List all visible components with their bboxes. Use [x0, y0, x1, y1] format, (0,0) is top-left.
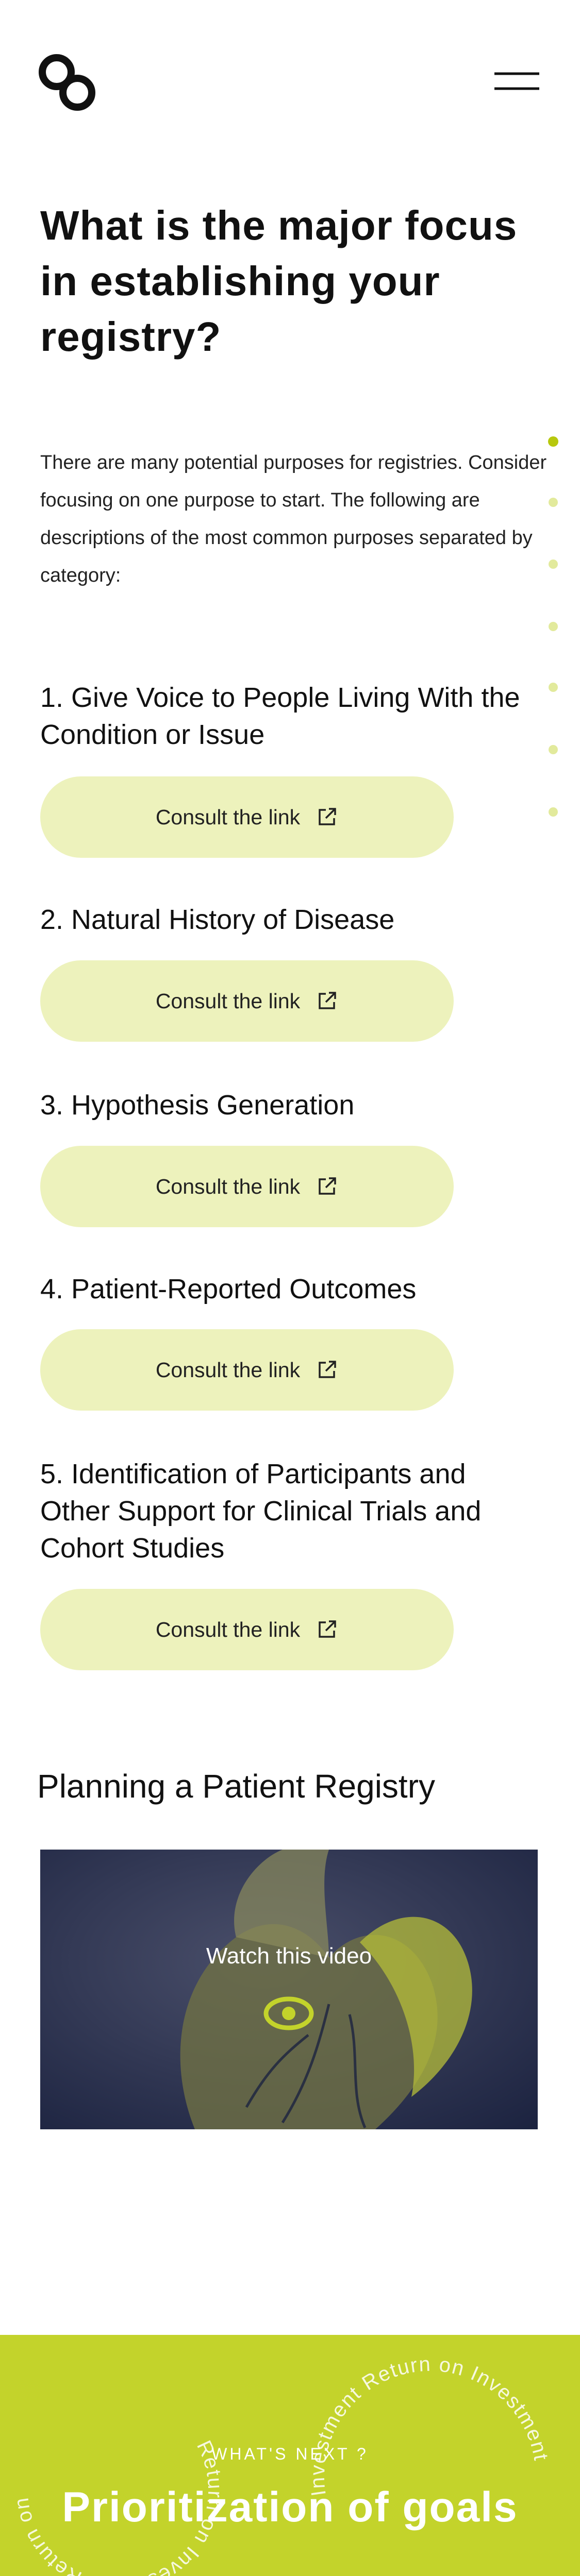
dot[interactable]: [549, 683, 558, 692]
video-heading: Planning a Patient Registry: [37, 1768, 435, 1805]
intro-text: There are many potential purposes for re…: [40, 452, 547, 586]
purpose-title: 3. Hypothesis Generation: [40, 1090, 355, 1121]
ring-right: Investment Return on Investment: [306, 2353, 553, 2498]
ring-right-text: Investment Return on Investment: [306, 2353, 552, 2498]
logo[interactable]: [36, 52, 98, 113]
button-label: Consult the link: [155, 805, 301, 829]
button-label: Consult the link: [155, 1617, 301, 1641]
external-link-icon: [319, 1361, 336, 1378]
dot[interactable]: [549, 622, 558, 631]
rings: Return on Investment Return on Investmen…: [10, 2353, 553, 2576]
menu-button[interactable]: [492, 67, 541, 95]
video-thumbnail[interactable]: [40, 1850, 538, 2129]
external-link-icon: [319, 1620, 336, 1638]
consult-link-button[interactable]: Consult the link: [40, 1329, 454, 1411]
next-title: Prioritization of goals: [62, 2484, 518, 2531]
dot[interactable]: [549, 745, 558, 754]
next-section[interactable]: Return on Investment Return on Investmen…: [0, 2335, 580, 2576]
purpose-title: 4. Patient-Reported Outcomes: [40, 1274, 417, 1304]
external-link-icon: [319, 992, 336, 1009]
button-label: Consult the link: [155, 1174, 301, 1198]
consult-link-button[interactable]: Consult the link: [40, 1589, 454, 1670]
external-link-icon: [319, 808, 336, 825]
consult-link-button[interactable]: Consult the link: [40, 776, 454, 858]
consult-link-button[interactable]: Consult the link: [40, 960, 454, 1042]
button-label: Consult the link: [155, 1358, 301, 1382]
dot[interactable]: [549, 807, 558, 817]
dot[interactable]: [549, 498, 558, 507]
dot[interactable]: [549, 560, 558, 569]
page-title: What is the major focus in establishing …: [40, 202, 518, 360]
button-label: Consult the link: [155, 989, 301, 1013]
purpose-title: 2. Natural History of Disease: [40, 904, 395, 935]
next-kicker: WHAT'S NEXT ?: [211, 2445, 369, 2463]
video-caption: Watch this video: [206, 1943, 372, 1969]
external-link-icon: [319, 1177, 336, 1195]
purpose-title: 5. Identification of Participants and Ot…: [40, 1459, 482, 1564]
dot-active[interactable]: [548, 436, 558, 447]
purpose-title: 1. Give Voice to People Living With the …: [40, 682, 520, 750]
section-dots: [548, 436, 558, 817]
consult-link-button[interactable]: Consult the link: [40, 1146, 454, 1227]
